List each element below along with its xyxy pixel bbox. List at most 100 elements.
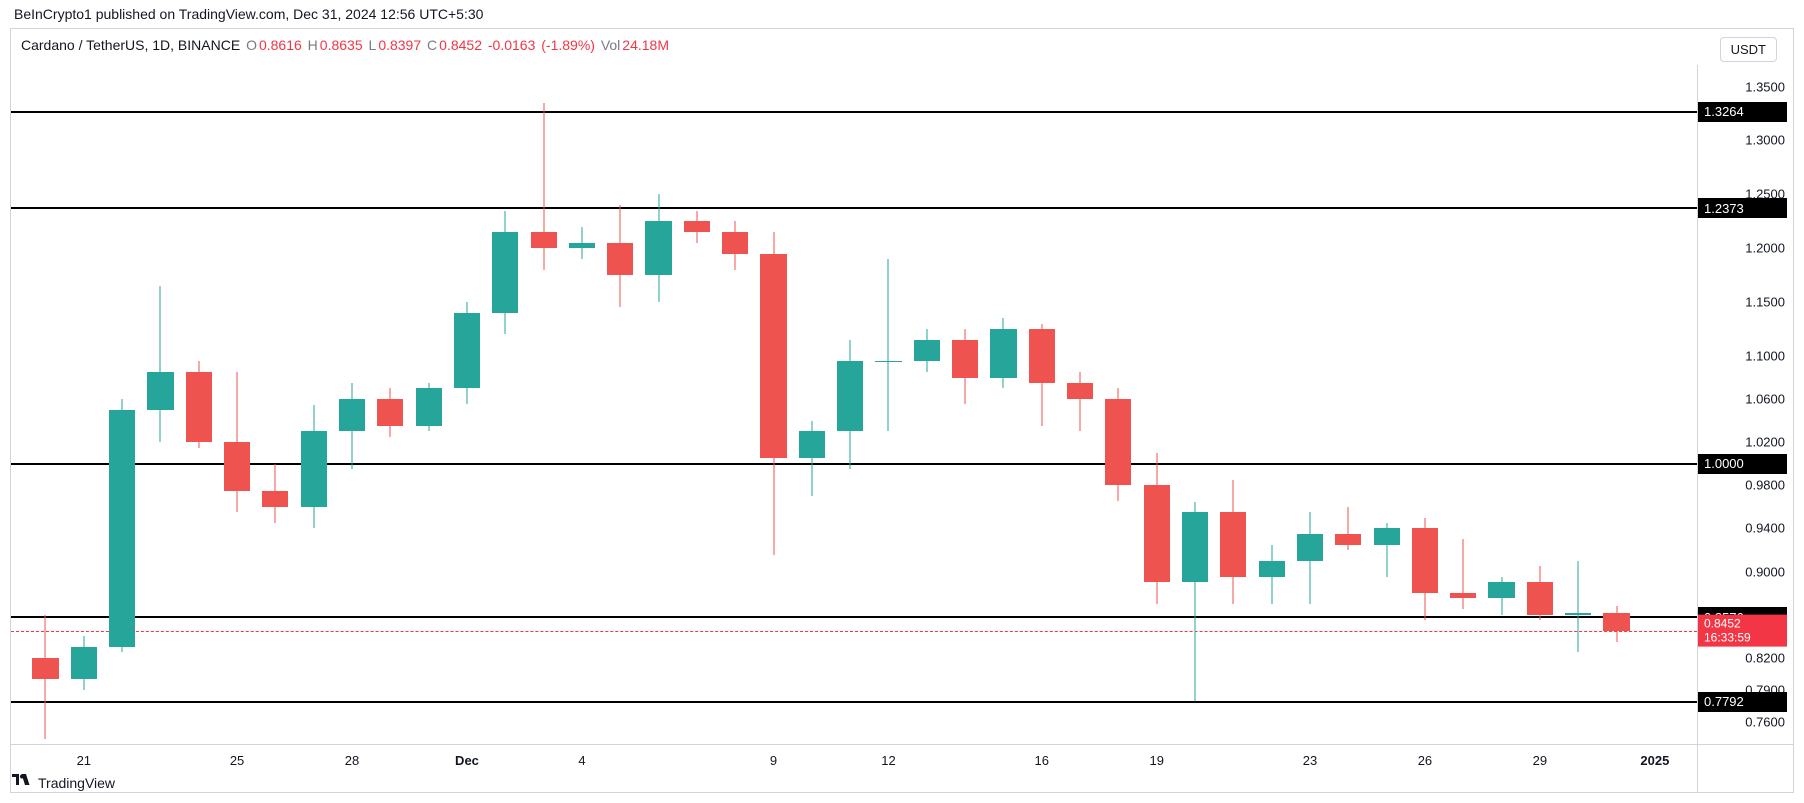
candle-body (492, 232, 518, 313)
symbol-name[interactable]: Cardano / TetherUS, 1D, BINANCE (21, 37, 240, 53)
ohlc-l: 0.8397 (378, 37, 421, 53)
quote-currency-badge[interactable]: USDT (1720, 37, 1777, 62)
candle-body (760, 254, 786, 459)
candle-wick (888, 259, 889, 431)
candle[interactable] (1294, 65, 1326, 744)
candle-body (147, 372, 173, 410)
candle[interactable] (1447, 65, 1479, 744)
x-tick-label: 9 (770, 753, 777, 768)
candle[interactable] (489, 65, 521, 744)
candle-body (1105, 399, 1131, 485)
candle[interactable] (987, 65, 1019, 744)
candle-body (837, 361, 863, 431)
candle-body (1412, 528, 1438, 593)
candle[interactable] (144, 65, 176, 744)
chart-container: Cardano / TetherUS, 1D, BINANCE O0.8616 … (10, 28, 1794, 793)
candle[interactable] (1256, 65, 1288, 744)
x-tick-label: 4 (578, 753, 585, 768)
candle[interactable] (834, 65, 866, 744)
candle-body (1603, 613, 1629, 631)
candle-body (377, 399, 403, 426)
candle[interactable] (1600, 65, 1632, 744)
candle[interactable] (1562, 65, 1594, 744)
candle[interactable] (29, 65, 61, 744)
price-plot-area[interactable] (11, 65, 1697, 744)
ohlc-l-label: L (369, 37, 377, 53)
candle-body (301, 431, 327, 506)
candle-body (71, 647, 97, 679)
candle-body (1527, 582, 1553, 614)
candle[interactable] (298, 65, 330, 744)
tradingview-brand-text: TradingView (38, 775, 115, 791)
chart-legend: Cardano / TetherUS, 1D, BINANCE O0.8616 … (21, 37, 671, 53)
candle[interactable] (1026, 65, 1058, 744)
x-tick-label: 21 (77, 753, 91, 768)
candle[interactable] (259, 65, 291, 744)
y-tick-label: 0.9400 (1745, 521, 1785, 536)
candle[interactable] (1064, 65, 1096, 744)
candle[interactable] (336, 65, 368, 744)
candle[interactable] (221, 65, 253, 744)
candle[interactable] (681, 65, 713, 744)
candle[interactable] (796, 65, 828, 744)
candle[interactable] (1485, 65, 1517, 744)
x-tick-label: 23 (1303, 753, 1317, 768)
candle[interactable] (1332, 65, 1364, 744)
y-tick-label: 1.2000 (1745, 241, 1785, 256)
price-axis[interactable]: 1.35001.30001.25001.20001.15001.10001.06… (1697, 65, 1793, 744)
candle-body (1488, 582, 1514, 598)
candle-body (1029, 329, 1055, 383)
candle[interactable] (911, 65, 943, 744)
last-price-marker: 0.845216:33:59 (1698, 614, 1787, 647)
candle[interactable] (1524, 65, 1556, 744)
candle-body (1297, 534, 1323, 561)
candle-body (799, 431, 825, 458)
candle-body (339, 399, 365, 431)
candle-body (1565, 613, 1591, 615)
candle[interactable] (642, 65, 674, 744)
candle[interactable] (1179, 65, 1211, 744)
candle[interactable] (1217, 65, 1249, 744)
candle[interactable] (68, 65, 100, 744)
x-tick-label: 2025 (1640, 753, 1669, 768)
candle[interactable] (1102, 65, 1134, 744)
time-axis[interactable]: 212528Dec491216192326292025 (11, 744, 1697, 792)
candle-body (1259, 561, 1285, 577)
candle[interactable] (451, 65, 483, 744)
candle[interactable] (1141, 65, 1173, 744)
candle-body (875, 361, 901, 362)
candle[interactable] (374, 65, 406, 744)
candle-body (1450, 593, 1476, 598)
x-tick-label: Dec (455, 753, 479, 768)
candle-body (109, 410, 135, 647)
level-price-marker: 1.0000 (1698, 454, 1787, 474)
candle-body (1220, 512, 1246, 577)
candle-body (990, 329, 1016, 378)
x-tick-label: 25 (230, 753, 244, 768)
candle[interactable] (1409, 65, 1441, 744)
candle-body (607, 243, 633, 275)
candle[interactable] (1371, 65, 1403, 744)
ohlc-chg-pct: (-1.89%) (541, 37, 595, 53)
candle-wick (1578, 561, 1579, 653)
tradingview-watermark: TradingView (10, 774, 115, 791)
tradingview-logo-icon (10, 774, 32, 791)
candle[interactable] (872, 65, 904, 744)
candle[interactable] (604, 65, 636, 744)
candle-body (1335, 534, 1361, 545)
candle[interactable] (183, 65, 215, 744)
candle[interactable] (106, 65, 138, 744)
ohlc-h: 0.8635 (320, 37, 363, 53)
candle[interactable] (757, 65, 789, 744)
x-tick-label: 28 (345, 753, 359, 768)
ohlc-o-label: O (246, 37, 257, 53)
candle[interactable] (413, 65, 445, 744)
y-tick-label: 1.1500 (1745, 295, 1785, 310)
candle[interactable] (949, 65, 981, 744)
candle[interactable] (566, 65, 598, 744)
x-tick-label: 29 (1533, 753, 1547, 768)
level-price-marker: 1.3264 (1698, 102, 1787, 122)
candle[interactable] (528, 65, 560, 744)
candle[interactable] (719, 65, 751, 744)
candle-body (722, 232, 748, 254)
